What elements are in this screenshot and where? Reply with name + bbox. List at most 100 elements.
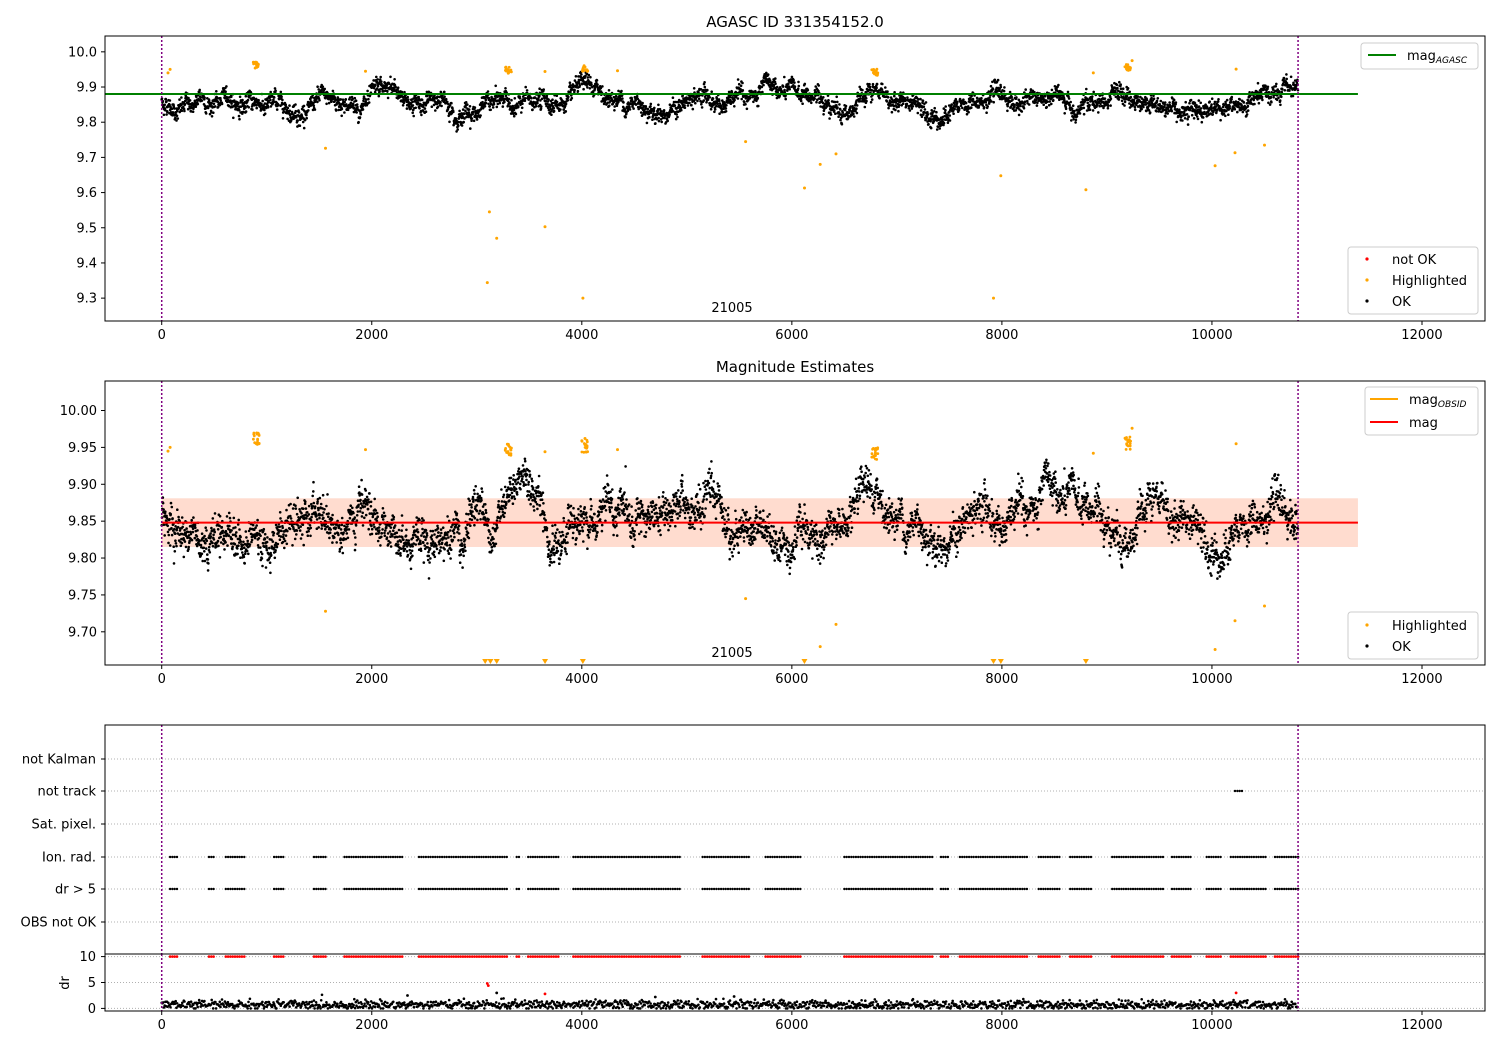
ok-point: [878, 96, 881, 100]
ok-point: [570, 96, 574, 100]
ok-point: [624, 115, 627, 119]
ok-point: [259, 546, 262, 549]
ok-point: [1291, 94, 1295, 98]
highlighted-point: [1213, 164, 1217, 168]
ok-point: [208, 542, 212, 546]
ok-point: [302, 543, 306, 547]
ok-point: [320, 527, 324, 530]
ok-point: [488, 105, 492, 108]
ok-point: [1121, 87, 1125, 90]
ok-point: [628, 108, 632, 111]
ok-point: [227, 511, 231, 515]
ok-point: [863, 105, 867, 109]
ok-point: [948, 119, 952, 122]
ok-point: [211, 544, 215, 548]
ok-point: [326, 493, 329, 496]
ok-point: [657, 119, 661, 123]
ok-point: [439, 101, 442, 104]
ok-point: [855, 104, 859, 107]
ok-point: [523, 97, 527, 100]
highlighted-point: [1233, 151, 1237, 155]
ok-point: [299, 537, 303, 540]
ok-point: [550, 113, 553, 116]
ok-point: [1283, 89, 1287, 92]
ok-point: [733, 98, 736, 102]
ok-point: [827, 101, 831, 105]
ok-point: [183, 540, 187, 543]
agasc-magnitude-panel: AGASC ID 331354152.0 21005 9.39.49.59.69…: [68, 13, 1486, 343]
ok-point: [559, 108, 562, 111]
ok-point: [273, 546, 276, 549]
ok-point: [301, 120, 305, 124]
ok-point: [260, 552, 264, 556]
ok-point: [175, 544, 178, 548]
highlighted-point: [1091, 71, 1095, 75]
ok-point: [586, 76, 589, 79]
ok-point: [621, 97, 624, 100]
ok-point: [168, 108, 172, 112]
ok-point: [209, 535, 213, 538]
ok-point: [268, 561, 272, 564]
ok-point: [283, 539, 287, 543]
ok-point: [835, 95, 838, 99]
ok-point: [272, 96, 276, 99]
ok-point: [1172, 98, 1176, 102]
ok-point: [927, 122, 930, 126]
ok-point: [1017, 113, 1021, 117]
ok-point: [982, 106, 986, 109]
ok-point: [564, 110, 568, 113]
ok-point: [524, 85, 527, 89]
y-tick-label: 9.3: [76, 292, 97, 307]
ok-point: [330, 99, 333, 103]
ok-point: [869, 100, 873, 104]
ok-point: [220, 525, 224, 529]
ok-point: [187, 102, 191, 106]
ok-point: [721, 110, 724, 114]
ok-point: [919, 109, 923, 112]
ok-point: [238, 528, 241, 531]
ok-point: [279, 517, 282, 520]
ok-point: [708, 96, 711, 99]
ok-point: [961, 106, 964, 110]
ok-point: [210, 101, 213, 105]
ok-point: [781, 85, 785, 88]
ok-point: [469, 127, 472, 130]
ok-point: [227, 534, 231, 537]
ok-point: [1186, 123, 1190, 126]
ok-point: [443, 90, 446, 94]
ok-point: [513, 97, 517, 100]
ok-point: [1155, 99, 1159, 103]
ok-point: [774, 82, 777, 85]
ok-point: [281, 117, 285, 120]
ok-point: [430, 105, 434, 108]
highlighted-point: [872, 69, 875, 73]
ok-point: [1106, 104, 1110, 107]
ok-point: [649, 105, 652, 108]
ok-point: [243, 562, 246, 565]
ok-point: [462, 120, 466, 124]
ok-point: [836, 100, 839, 104]
ok-point: [463, 112, 466, 116]
panel1-legend-bottom: not OK Highlighted OK: [1347, 246, 1479, 315]
ok-point: [1152, 97, 1156, 100]
ok-point: [244, 94, 248, 98]
ok-point: [555, 100, 559, 104]
ok-point: [1023, 100, 1027, 103]
ok-point: [351, 102, 355, 106]
ok-point: [193, 536, 197, 540]
ok-point: [316, 85, 319, 88]
ok-point: [244, 530, 248, 533]
ok-point: [736, 97, 740, 100]
ok-point: [318, 496, 322, 500]
ok-point: [236, 547, 239, 550]
ok-point: [458, 109, 461, 113]
ok-point: [1184, 100, 1187, 104]
ok-point: [868, 82, 871, 86]
ok-point: [1123, 100, 1127, 104]
ok-point: [446, 100, 449, 104]
ok-point: [317, 508, 320, 512]
ok-point: [206, 106, 210, 110]
ok-point: [375, 75, 378, 79]
ok-point: [547, 98, 550, 101]
ok-point: [342, 531, 345, 534]
